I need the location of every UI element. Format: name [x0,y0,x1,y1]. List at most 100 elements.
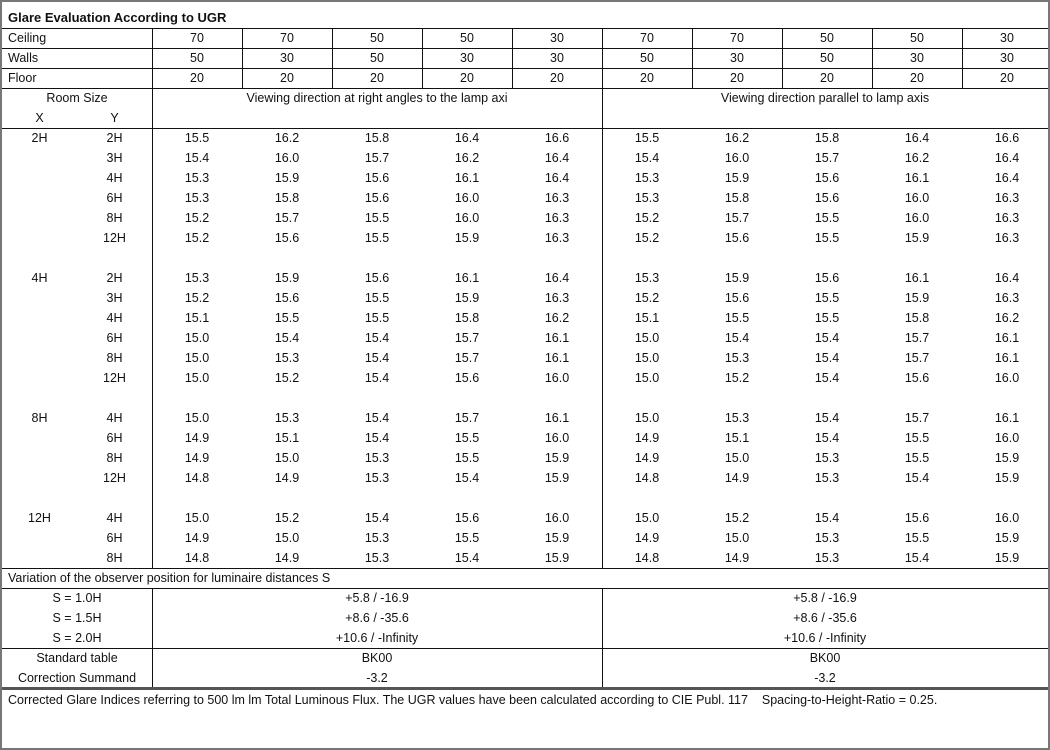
ugr-value: 15.3 [274,411,300,425]
ugr-value: 15.1 [184,311,210,325]
room-size-label: Room Size [46,91,108,105]
ugr-value: 15.4 [364,351,390,365]
ugr-value: 15.5 [364,231,390,245]
ugr-value: 15.0 [274,531,300,545]
footer-note: Corrected Glare Indices referring to 500… [8,693,938,707]
ugr-value: 15.2 [634,291,660,305]
reflectance-value: 20 [280,71,294,85]
ugr-value: 15.1 [274,431,300,445]
variation-right: +8.6 / -35.6 [345,611,409,625]
room-x: 4H [31,271,48,285]
divider [2,648,1048,649]
ugr-value: 14.9 [634,451,660,465]
ugr-value: 15.5 [814,311,840,325]
ugr-value: 15.1 [724,431,750,445]
divider [602,128,603,568]
room-y: 8H [106,451,123,465]
divider [332,28,333,88]
ugr-value: 16.1 [544,411,570,425]
ugr-value: 15.6 [904,371,930,385]
ugr-value: 15.6 [274,231,300,245]
ugr-value: 16.2 [274,131,300,145]
room-y: 4H [106,311,123,325]
ugr-value: 15.3 [724,411,750,425]
ugr-value: 16.0 [724,151,750,165]
ugr-value: 16.6 [544,131,570,145]
ugr-value: 15.3 [184,171,210,185]
ugr-value: 15.0 [184,411,210,425]
ugr-value: 15.2 [184,291,210,305]
ugr-value: 15.7 [904,351,930,365]
ugr-value: 15.4 [364,411,390,425]
ugr-value: 15.3 [364,531,390,545]
room-x: 8H [31,411,48,425]
divider [2,128,1048,129]
ugr-value: 16.2 [544,311,570,325]
ugr-value: 15.0 [184,371,210,385]
divider [2,48,1048,49]
reflectance-value: 50 [820,31,834,45]
x-label: X [35,111,44,125]
ugr-value: 14.9 [634,431,660,445]
ugr-value: 15.1 [634,311,660,325]
ugr-value: 15.6 [364,171,390,185]
divider [602,28,603,88]
room-y: 6H [106,331,123,345]
ugr-value: 16.0 [544,371,570,385]
reflectance-value: 20 [730,71,744,85]
ugr-value: 15.5 [634,131,660,145]
variation-label: S = 1.5H [52,611,102,625]
room-y: 8H [106,351,123,365]
ugr-value: 15.7 [724,211,750,225]
ugr-value: 16.4 [544,271,570,285]
ugr-value: 16.3 [994,231,1020,245]
ugr-value: 15.0 [184,511,210,525]
ugr-value: 16.1 [904,171,930,185]
ugr-value: 15.0 [724,451,750,465]
ugr-value: 15.3 [634,171,660,185]
ugr-value: 16.4 [544,171,570,185]
ugr-value: 16.4 [994,271,1020,285]
reflectance-value: 50 [460,31,474,45]
ugr-value: 14.9 [724,471,750,485]
ugr-value: 16.2 [724,131,750,145]
divider [782,28,783,88]
ugr-value: 15.7 [904,331,930,345]
divider [692,28,693,88]
ugr-value: 15.0 [634,411,660,425]
ugr-value: 15.3 [814,551,840,565]
ugr-value: 16.4 [904,131,930,145]
ugr-value: 16.1 [454,271,480,285]
ugr-value: 15.0 [634,331,660,345]
standard-parallel: -3.2 [814,671,836,685]
ugr-value: 15.0 [634,371,660,385]
reflectance-label: Walls [8,51,39,65]
reflectance-value: 20 [190,71,204,85]
ugr-value: 16.0 [904,191,930,205]
reflectance-value: 50 [820,51,834,65]
y-label: Y [110,111,119,125]
ugr-value: 15.5 [814,211,840,225]
reflectance-value: 20 [640,71,654,85]
ugr-value: 15.4 [814,331,840,345]
ugr-value: 14.9 [184,531,210,545]
room-y: 12H [103,471,126,485]
room-y: 4H [106,411,123,425]
ugr-value: 15.6 [454,511,480,525]
variation-parallel: +8.6 / -35.6 [793,611,857,625]
ugr-value: 15.6 [814,171,840,185]
ugr-value: 15.5 [454,431,480,445]
reflectance-value: 20 [370,71,384,85]
variation-parallel: +5.8 / -16.9 [793,591,857,605]
reflectance-value: 30 [910,51,924,65]
ugr-value: 15.3 [364,451,390,465]
divider [602,588,603,688]
ugr-value: 14.9 [274,471,300,485]
divider [2,687,1048,690]
reflectance-value: 20 [550,71,564,85]
ugr-value: 15.2 [634,211,660,225]
ugr-value: 15.5 [904,451,930,465]
ugr-value: 14.8 [184,551,210,565]
reflectance-value: 50 [190,51,204,65]
